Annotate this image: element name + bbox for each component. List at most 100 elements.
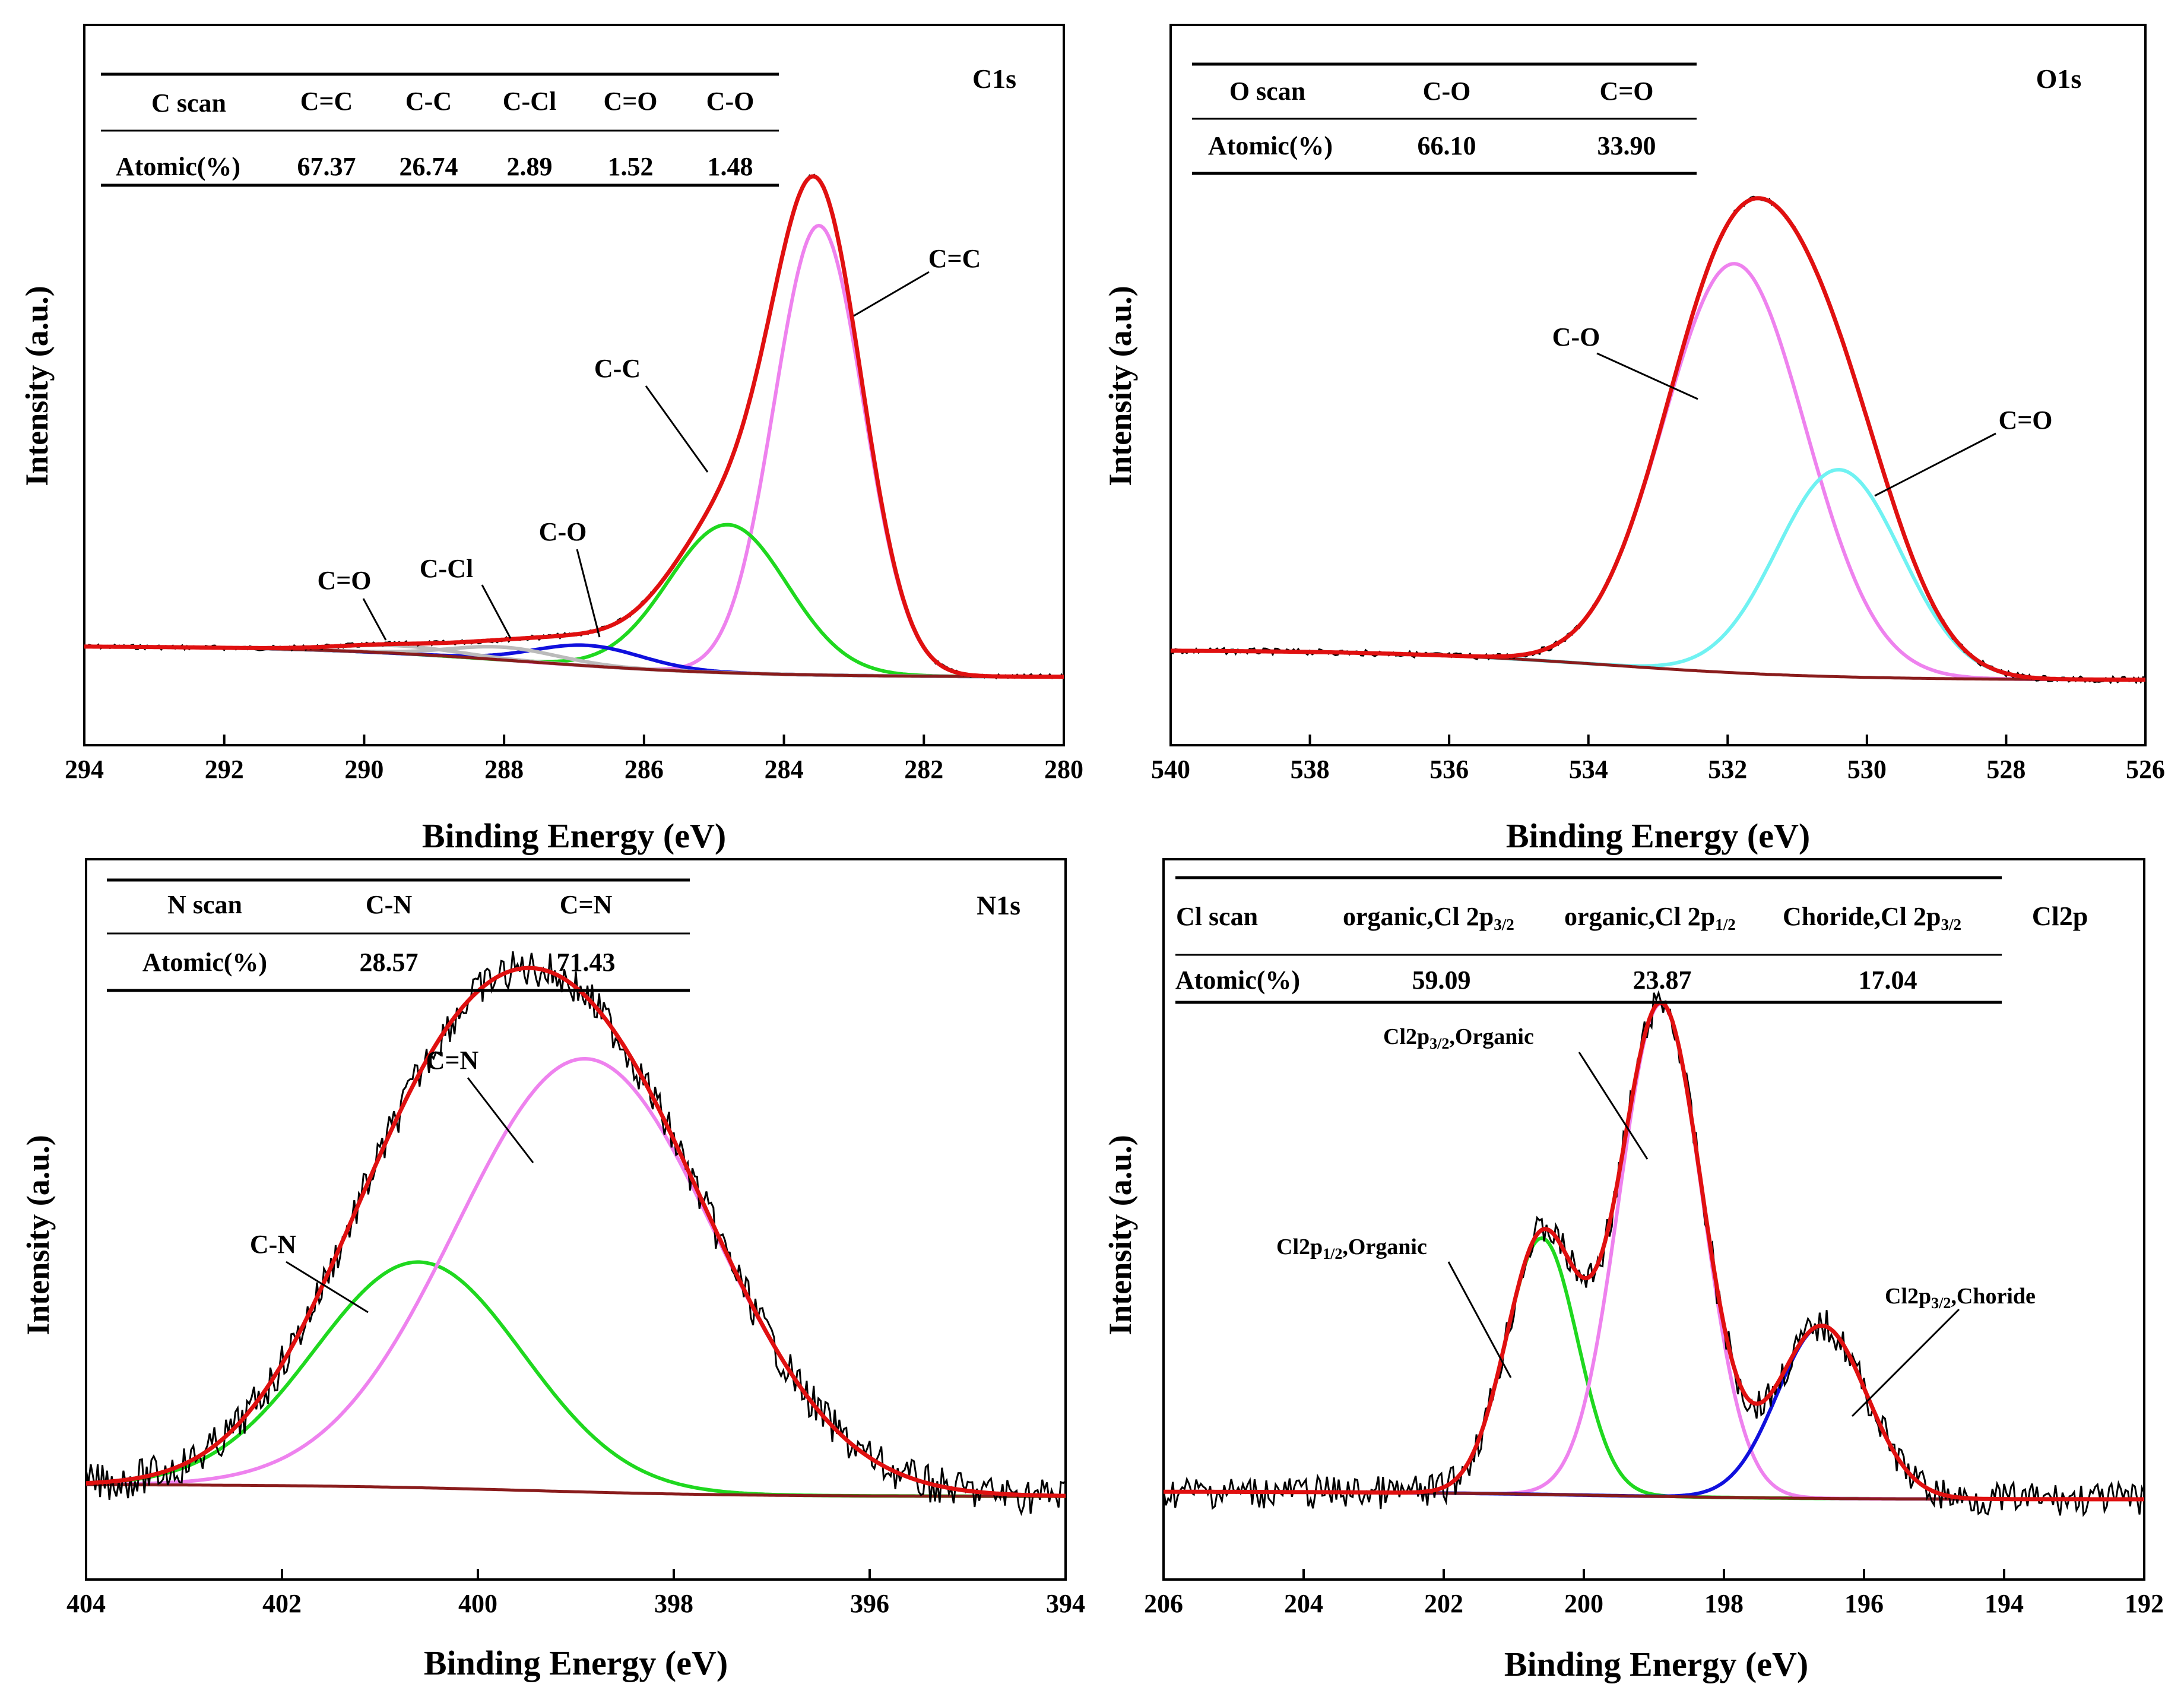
x-tick-label: 198 bbox=[1704, 1589, 1744, 1618]
x-axis-label: Binding Energy (eV) bbox=[1506, 816, 1810, 855]
x-axis-label: Binding Energy (eV) bbox=[424, 1644, 728, 1682]
table-cell: 33.90 bbox=[1597, 131, 1656, 160]
table-cell: 23.87 bbox=[1633, 966, 1692, 995]
x-axis-label: Binding Energy (eV) bbox=[422, 816, 726, 855]
x-tick-label: 194 bbox=[1985, 1589, 2024, 1618]
annotation-arrow bbox=[1596, 352, 1698, 400]
y-axis-label: Intensity (a.u.) bbox=[1102, 286, 1138, 486]
annotation-arrow bbox=[1851, 1308, 1960, 1417]
peak-label: C=C bbox=[928, 244, 981, 273]
fit-envelope bbox=[84, 174, 1064, 679]
table-header: C-Cl bbox=[503, 87, 556, 116]
panel-cl2p: 206 204 202 200 198 196 194 192 Cl2p Binding En… bbox=[1102, 858, 2164, 1683]
annotations-n1s: C=N C-N bbox=[250, 1046, 534, 1313]
x-tick-label: 400 bbox=[458, 1589, 497, 1618]
x-ticks-cl2p: 206 204 202 200 198 196 194 192 bbox=[1144, 1569, 2164, 1618]
x-tick-label: 284 bbox=[765, 755, 804, 784]
x-ticks-n1s: 404 402 400 398 396 394 bbox=[66, 1569, 1085, 1618]
table-cell: 26.74 bbox=[400, 152, 458, 181]
annotation-arrow bbox=[576, 549, 601, 638]
table-cell: 67.37 bbox=[297, 152, 356, 181]
peak-label: C=O bbox=[1998, 406, 2052, 435]
x-tick-label: 394 bbox=[1046, 1589, 1085, 1618]
peak-label: Cl2p1/2,Organic bbox=[1276, 1235, 1427, 1262]
component-peak bbox=[85, 1260, 1066, 1498]
x-tick-label: 532 bbox=[1708, 755, 1747, 784]
table-header: C-N bbox=[366, 890, 412, 919]
panel-o1s: 540 538 536 534 532 530 528 526 O1s Binding Ene… bbox=[1102, 24, 2165, 855]
x-axis-label: Binding Energy (eV) bbox=[1504, 1645, 1808, 1683]
table-header: C-O bbox=[1423, 77, 1471, 106]
table-cell: 71.43 bbox=[557, 948, 616, 977]
x-tick-label: 200 bbox=[1564, 1589, 1603, 1618]
annotation-arrow bbox=[1447, 1261, 1512, 1378]
x-tick-label: 206 bbox=[1144, 1589, 1183, 1618]
panel-title: C1s bbox=[972, 64, 1016, 94]
table-header: organic,Cl 2p3/2 bbox=[1343, 902, 1514, 933]
table-header: C-C bbox=[405, 87, 452, 116]
annotation-arrow bbox=[645, 385, 709, 473]
table-header: C=O bbox=[1599, 77, 1653, 106]
plot-frame bbox=[85, 858, 1067, 1581]
atomic-table-n1s: N scan C-N C=N Atomic(%) 28.57 71.43 bbox=[107, 878, 690, 992]
x-tick-label: 398 bbox=[654, 1589, 693, 1618]
atomic-table-c1s: C scan C=C C-C C-Cl C=O C-O Atomic(%) 67… bbox=[101, 72, 779, 187]
table-cell: Atomic(%) bbox=[1208, 131, 1333, 160]
atomic-table-o1s: O scan C-O C=O Atomic(%) 66.10 33.90 bbox=[1192, 62, 1697, 175]
annotations-cl2p: Cl2p3/2,Organic Cl2p1/2,Organic Cl2p3/2,… bbox=[1276, 1024, 2036, 1417]
x-tick-label: 528 bbox=[1986, 755, 2025, 784]
component-peak bbox=[1164, 1236, 2144, 1501]
atomic-table-cl2p: Cl scan organic,Cl 2p3/2 organic,Cl 2p1/… bbox=[1175, 876, 2002, 1004]
table-cell: 59.09 bbox=[1412, 966, 1471, 995]
x-tick-label: 280 bbox=[1044, 755, 1083, 784]
panel-c1s: 294 292 290 288 286 284 282 280 C1s Binding Ene… bbox=[19, 24, 1083, 855]
annotation-arrow bbox=[481, 584, 512, 639]
table-header: C-O bbox=[706, 87, 755, 116]
fit-envelope bbox=[85, 966, 1066, 1498]
x-tick-label: 202 bbox=[1424, 1589, 1463, 1618]
peak-label: Cl2p3/2,Choride bbox=[1885, 1284, 2036, 1312]
x-tick-label: 534 bbox=[1569, 755, 1608, 784]
table-header: N scan bbox=[167, 890, 242, 919]
table-cell: Atomic(%) bbox=[1175, 966, 1300, 995]
component-peak bbox=[84, 523, 1064, 679]
x-tick-label: 288 bbox=[484, 755, 524, 784]
x-tick-label: 282 bbox=[904, 755, 943, 784]
x-tick-label: 536 bbox=[1429, 755, 1469, 784]
component-peak bbox=[84, 223, 1064, 679]
peak-label: C-C bbox=[594, 354, 641, 383]
peak-label: C-Cl bbox=[420, 554, 473, 583]
annotation-arrow bbox=[467, 1077, 534, 1163]
curves-n1s bbox=[85, 951, 1066, 1516]
y-axis-label: Intensity (a.u.) bbox=[1102, 1135, 1138, 1335]
table-cell: 28.57 bbox=[360, 948, 419, 977]
x-tick-label: 540 bbox=[1151, 755, 1190, 784]
table-cell: 66.10 bbox=[1418, 131, 1476, 160]
annotation-arrow bbox=[1578, 1052, 1649, 1160]
table-cell: 1.52 bbox=[608, 152, 654, 181]
table-header: C scan bbox=[151, 88, 226, 118]
component-peak bbox=[1171, 262, 2145, 682]
x-tick-label: 286 bbox=[625, 755, 664, 784]
y-axis-label: Intensity (a.u.) bbox=[19, 286, 55, 486]
annotation-arrow bbox=[286, 1261, 369, 1313]
peak-label: C=N bbox=[426, 1046, 479, 1075]
panel-n1s: 404 402 400 398 396 394 N1s Binding Energy (e… bbox=[20, 858, 1085, 1682]
peak-label: C=O bbox=[317, 566, 371, 595]
table-header: Choride,Cl 2p3/2 bbox=[1783, 902, 1961, 933]
x-tick-label: 396 bbox=[850, 1589, 889, 1618]
x-ticks-o1s: 540 538 536 534 532 530 528 526 bbox=[1151, 735, 2165, 784]
plot-frame bbox=[1169, 24, 2147, 746]
x-tick-label: 204 bbox=[1284, 1589, 1323, 1618]
table-header: organic,Cl 2p1/2 bbox=[1564, 902, 1736, 933]
annotation-arrow bbox=[1874, 432, 1996, 497]
x-ticks-c1s: 294 292 290 288 286 284 282 280 bbox=[65, 735, 1083, 784]
raw-spectrum bbox=[84, 173, 1065, 680]
peak-label: C-O bbox=[1552, 322, 1600, 352]
y-axis-label: Intensity (a.u.) bbox=[20, 1135, 56, 1335]
x-tick-label: 192 bbox=[2125, 1589, 2164, 1618]
x-tick-label: 530 bbox=[1847, 755, 1887, 784]
table-header: C=O bbox=[603, 87, 657, 116]
table-header: Cl scan bbox=[1176, 902, 1258, 931]
peak-label: Cl2p3/2,Organic bbox=[1383, 1024, 1534, 1052]
